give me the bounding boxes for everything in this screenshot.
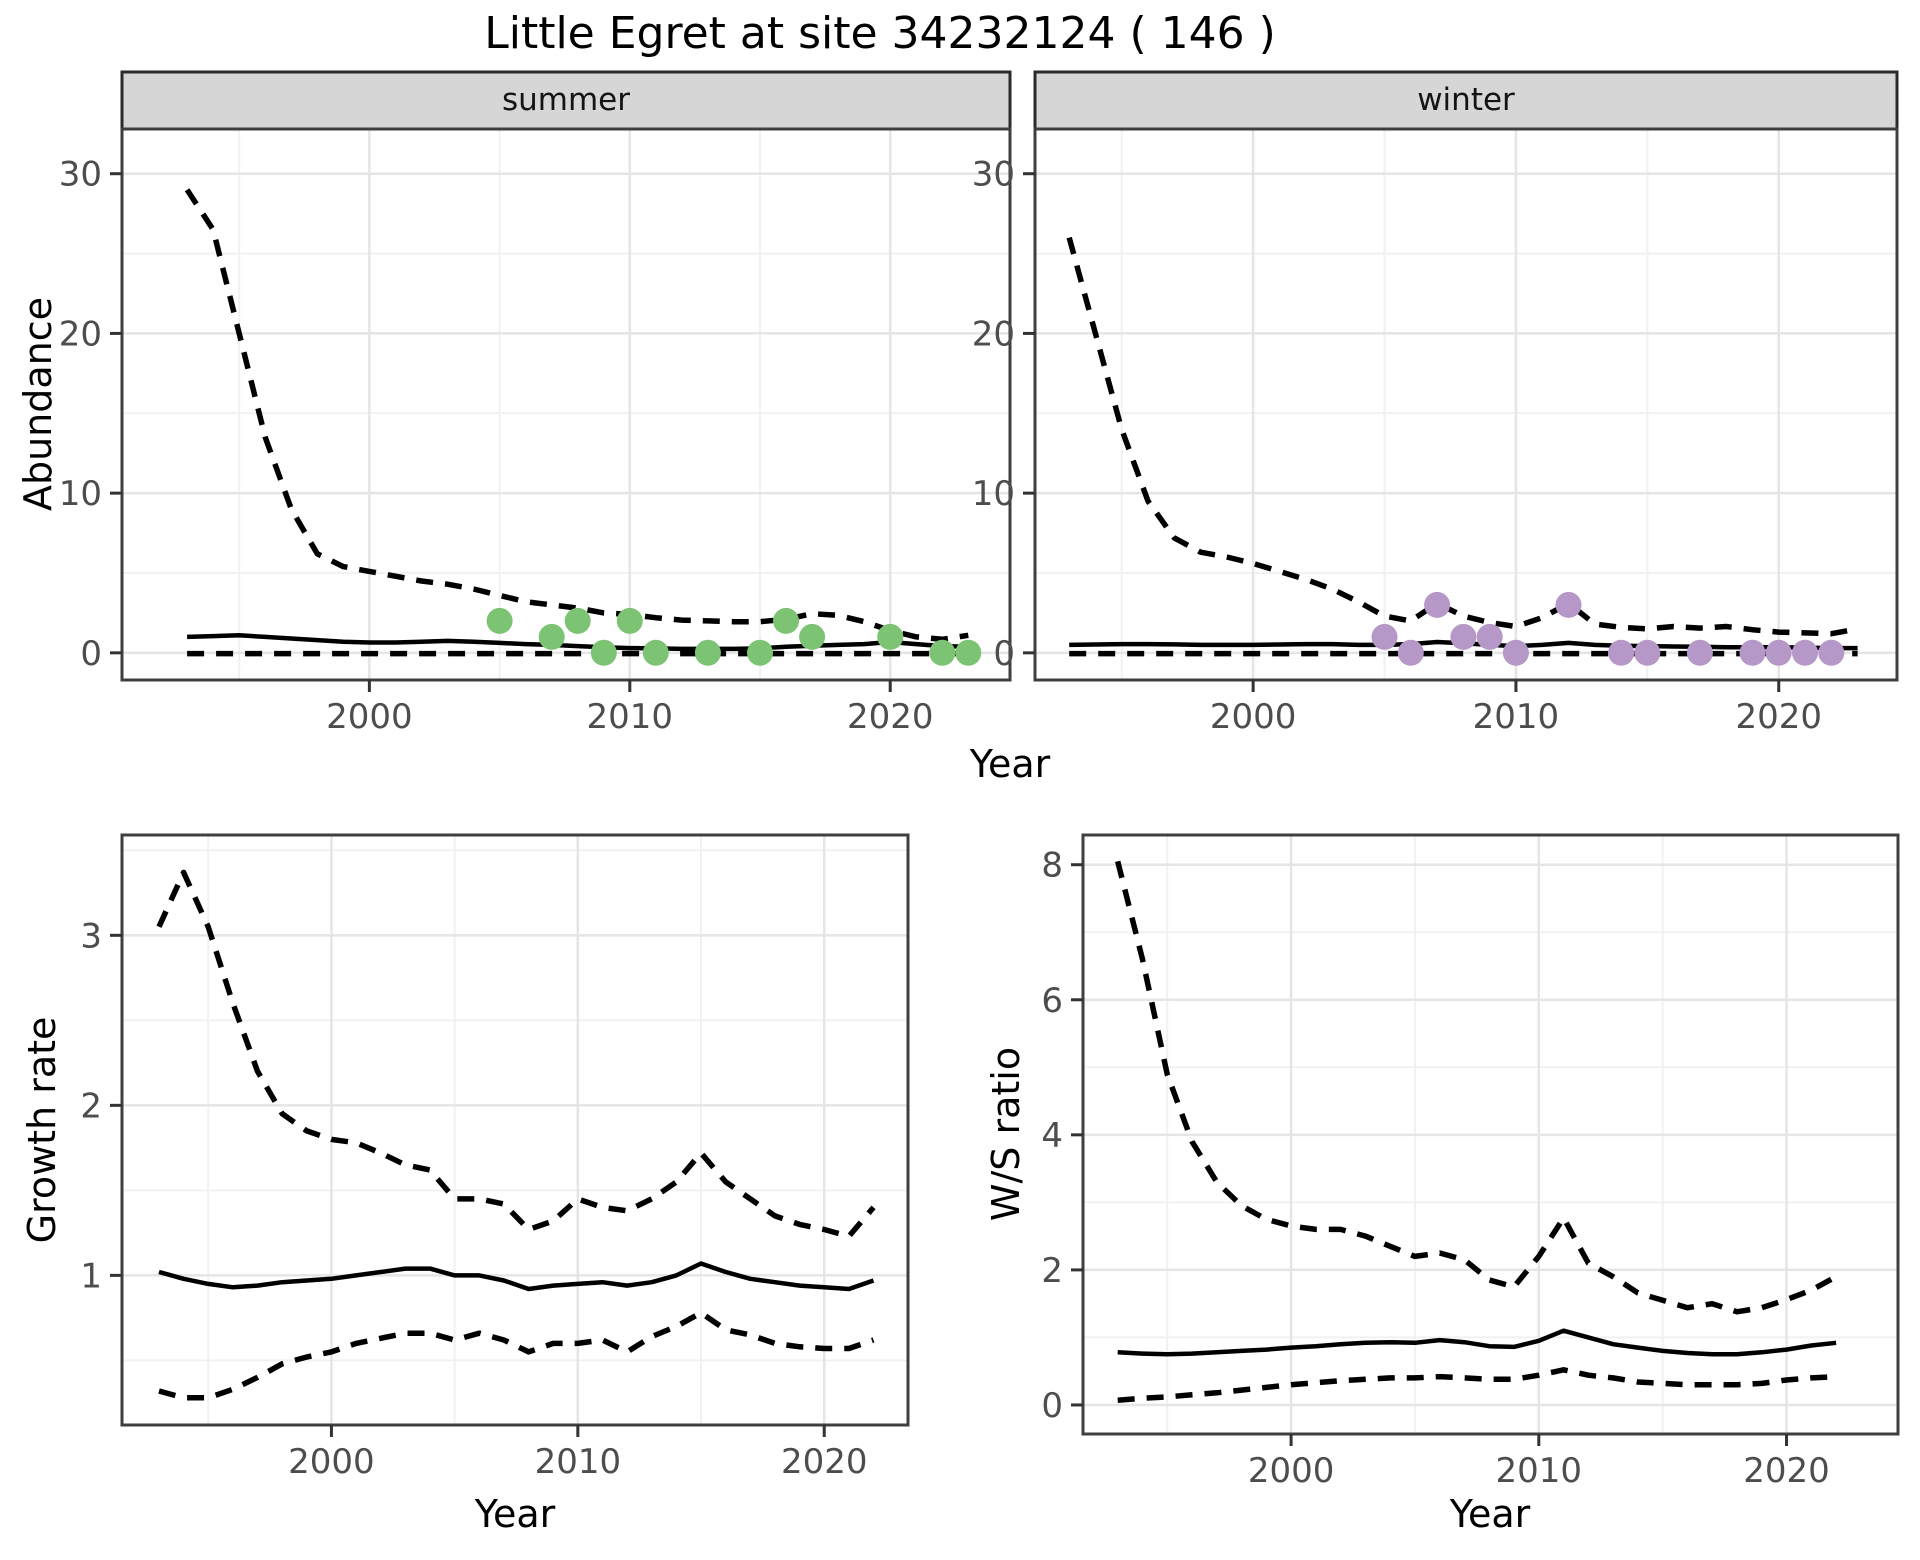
- summer-data-point: [799, 623, 826, 650]
- winter-data-point: [1502, 639, 1529, 666]
- y-axis-title-abundance: Abundance: [16, 296, 60, 512]
- summer-upper_ci-line: [184, 188, 969, 643]
- summer-data-point: [694, 639, 721, 666]
- winter-data-point: [1686, 639, 1713, 666]
- x-axis-title-year-top: Year: [969, 742, 1051, 786]
- winter-data-point: [1450, 623, 1477, 650]
- summer-panel-border: [120, 127, 1012, 682]
- summer-data-point: [590, 639, 617, 666]
- facet-strip-label-summer: summer: [501, 82, 631, 118]
- x-axis-title-year-growth: Year: [474, 1492, 556, 1536]
- ratio-y-tick-label: 4: [1041, 1116, 1063, 1156]
- ratio-y-tick-label: 8: [1041, 846, 1063, 886]
- summer-data-point: [773, 607, 799, 634]
- summer-y-tick-label: 10: [59, 474, 102, 514]
- summer-data-point: [616, 607, 643, 634]
- growth-panel-bg: [122, 835, 908, 1425]
- winter-data-point: [1608, 639, 1635, 666]
- ratio-x-tick-label: 2010: [1496, 1451, 1583, 1491]
- winter-data-point: [1371, 623, 1398, 650]
- ratio-y-tick-label: 2: [1041, 1251, 1063, 1291]
- winter-data-point: [1476, 623, 1503, 650]
- winter-panel-border: [1033, 127, 1899, 682]
- ratio-y-tick-label: 0: [1041, 1386, 1063, 1426]
- growth-x-tick-label: 2000: [288, 1442, 375, 1482]
- summer-panel-bg: [122, 129, 1010, 680]
- y-axis-title-ws-ratio: W/S ratio: [984, 1046, 1028, 1222]
- summer-x-tick-label: 2000: [326, 697, 413, 737]
- growth-upper_ci-line: [156, 869, 876, 1240]
- summer-x-tick-label: 2010: [587, 697, 674, 737]
- ratio-x-tick-label: 2020: [1743, 1451, 1830, 1491]
- summer-data-point: [877, 623, 904, 650]
- growth-lower_ci-line: [158, 1310, 875, 1401]
- summer-data-point: [564, 607, 591, 634]
- growth-panel-border: [120, 833, 910, 1427]
- winter-x-tick-label: 2020: [1735, 697, 1822, 737]
- winter-data-point: [1397, 639, 1424, 666]
- summer-y-tick-label: 20: [59, 314, 102, 354]
- summer-y-tick-label: 30: [59, 155, 102, 195]
- ratio-y-tick-label: 6: [1041, 981, 1063, 1021]
- summer-mean-line: [187, 633, 969, 652]
- winter-data-point: [1818, 639, 1845, 666]
- summer-data-point: [642, 639, 669, 666]
- growth-y-tick-label: 2: [80, 1086, 102, 1126]
- winter-y-tick-label: 10: [972, 474, 1015, 514]
- growth-y-tick-label: 1: [80, 1256, 102, 1296]
- summer-y-tick-label: 0: [80, 634, 102, 674]
- winter-data-point: [1424, 591, 1451, 618]
- winter-data-point: [1555, 591, 1582, 618]
- ratio-x-tick-label: 2000: [1248, 1451, 1335, 1491]
- summer-x-tick-label: 2020: [847, 697, 934, 737]
- winter-y-tick-label: 30: [972, 155, 1015, 195]
- summer-facet-strip: [120, 70, 1012, 131]
- winter-x-tick-label: 2000: [1210, 697, 1297, 737]
- summer-data-point: [486, 607, 513, 634]
- summer-data-point: [929, 639, 956, 666]
- summer-data-point: [747, 639, 773, 666]
- x-axis-title-year-ratio: Year: [1449, 1492, 1531, 1536]
- ratio-mean-line: [1117, 1328, 1837, 1357]
- plot-title: Little Egret at site 34232124 ( 146 ): [484, 8, 1276, 59]
- summer-data-point: [538, 623, 565, 650]
- growth-mean-line: [158, 1261, 875, 1292]
- growth-x-tick-label: 2010: [535, 1442, 622, 1482]
- winter-facet-strip: [1033, 70, 1899, 131]
- winter-data-point: [1739, 639, 1766, 666]
- winter-panel-bg: [1035, 129, 1897, 680]
- winter-upper_ci-line: [1066, 236, 1859, 637]
- growth-y-tick-label: 3: [80, 916, 102, 956]
- winter-data-point: [1765, 639, 1792, 666]
- facet-strip-label-winter: winter: [1417, 82, 1515, 118]
- winter-data-point: [1634, 639, 1661, 666]
- winter-y-tick-label: 0: [993, 634, 1015, 674]
- y-axis-title-growth-rate: Growth rate: [20, 1016, 64, 1244]
- ratio-lower_ci-line: [1117, 1367, 1837, 1403]
- winter-y-tick-label: 20: [972, 314, 1015, 354]
- growth-x-tick-label: 2020: [781, 1442, 868, 1482]
- winter-x-tick-label: 2010: [1473, 697, 1560, 737]
- winter-data-point: [1792, 639, 1818, 666]
- summer-data-point: [955, 639, 982, 666]
- ratio-upper_ci-line: [1115, 860, 1838, 1315]
